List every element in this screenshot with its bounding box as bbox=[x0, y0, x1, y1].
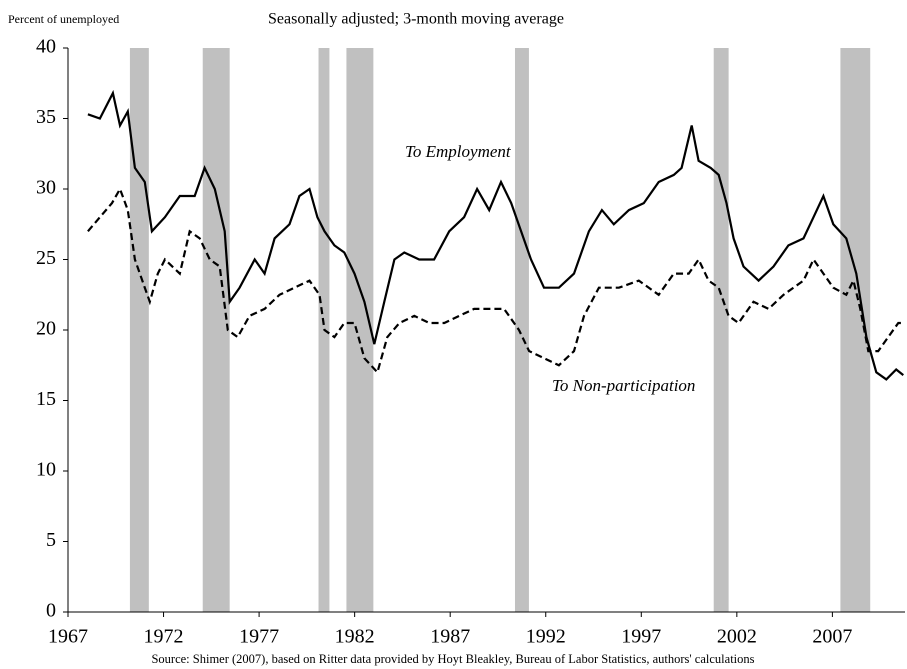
series-annotation: To Employment bbox=[405, 142, 512, 161]
x-tick-label: 1992 bbox=[526, 626, 566, 648]
x-tick-label: 1972 bbox=[144, 626, 184, 648]
y-tick-label: 5 bbox=[46, 529, 56, 551]
recession-band bbox=[713, 48, 729, 612]
x-tick-label: 1982 bbox=[335, 626, 375, 648]
x-tick-label: 2002 bbox=[717, 626, 757, 648]
y-tick-label: 40 bbox=[36, 36, 56, 58]
series-line bbox=[87, 89, 904, 381]
y-tick-label: 15 bbox=[36, 388, 56, 410]
y-tick-label: 30 bbox=[36, 177, 56, 199]
x-tick-label: 1987 bbox=[430, 626, 470, 648]
recession-band bbox=[202, 48, 230, 612]
y-tick-label: 35 bbox=[36, 106, 56, 128]
series-line bbox=[87, 186, 904, 375]
x-tick-label: 1977 bbox=[239, 626, 279, 648]
recession-band bbox=[514, 48, 529, 612]
x-tick-label: 1967 bbox=[48, 626, 88, 648]
source-note: Source: Shimer (2007), based on Ritter d… bbox=[151, 652, 754, 666]
y-tick-label: 25 bbox=[36, 247, 56, 269]
y-tick-label: 20 bbox=[36, 318, 56, 340]
x-tick-label: 1997 bbox=[621, 626, 661, 648]
y-axis-label: Percent of unemployed bbox=[8, 12, 119, 26]
x-tick-label: 2007 bbox=[812, 626, 852, 648]
subtitle: Seasonally adjusted; 3-month moving aver… bbox=[268, 11, 564, 28]
y-tick-label: 0 bbox=[46, 600, 56, 622]
y-tick-label: 10 bbox=[36, 459, 56, 481]
series-annotation: To Non-participation bbox=[552, 376, 695, 395]
recession-band bbox=[129, 48, 149, 612]
recession-band bbox=[346, 48, 374, 612]
